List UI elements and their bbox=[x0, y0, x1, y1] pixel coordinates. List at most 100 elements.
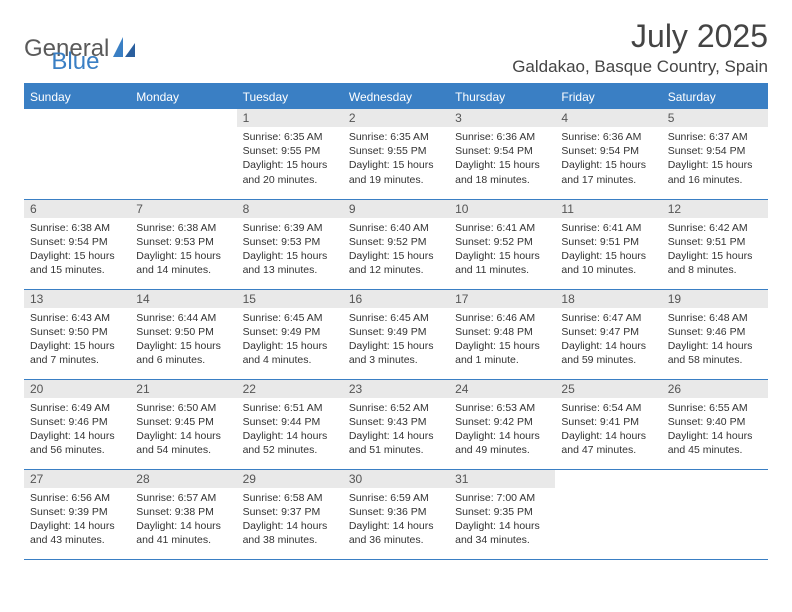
day-content: Sunrise: 6:37 AMSunset: 9:54 PMDaylight:… bbox=[662, 127, 768, 193]
calendar-day-cell: 26Sunrise: 6:55 AMSunset: 9:40 PMDayligh… bbox=[662, 379, 768, 469]
day-number: 25 bbox=[555, 380, 661, 398]
day-number: 31 bbox=[449, 470, 555, 488]
day-content: Sunrise: 6:51 AMSunset: 9:44 PMDaylight:… bbox=[237, 398, 343, 464]
calendar-day-cell: 7Sunrise: 6:38 AMSunset: 9:53 PMDaylight… bbox=[130, 199, 236, 289]
calendar-day-cell: 22Sunrise: 6:51 AMSunset: 9:44 PMDayligh… bbox=[237, 379, 343, 469]
calendar-week-row: 1Sunrise: 6:35 AMSunset: 9:55 PMDaylight… bbox=[24, 109, 768, 199]
day-content: Sunrise: 6:56 AMSunset: 9:39 PMDaylight:… bbox=[24, 488, 130, 554]
day-number: 28 bbox=[130, 470, 236, 488]
calendar-day-cell: 16Sunrise: 6:45 AMSunset: 9:49 PMDayligh… bbox=[343, 289, 449, 379]
sail-icon bbox=[113, 37, 135, 62]
calendar-table: Sunday Monday Tuesday Wednesday Thursday… bbox=[24, 83, 768, 560]
day-content: Sunrise: 6:41 AMSunset: 9:52 PMDaylight:… bbox=[449, 218, 555, 284]
day-content: Sunrise: 6:35 AMSunset: 9:55 PMDaylight:… bbox=[343, 127, 449, 193]
calendar-day-cell: 28Sunrise: 6:57 AMSunset: 9:38 PMDayligh… bbox=[130, 469, 236, 559]
weekday-header: Sunday bbox=[24, 84, 130, 109]
day-content: Sunrise: 6:53 AMSunset: 9:42 PMDaylight:… bbox=[449, 398, 555, 464]
calendar-day-cell: 30Sunrise: 6:59 AMSunset: 9:36 PMDayligh… bbox=[343, 469, 449, 559]
calendar-body: 1Sunrise: 6:35 AMSunset: 9:55 PMDaylight… bbox=[24, 109, 768, 559]
day-number: 21 bbox=[130, 380, 236, 398]
calendar-day-cell: 17Sunrise: 6:46 AMSunset: 9:48 PMDayligh… bbox=[449, 289, 555, 379]
day-content: Sunrise: 6:44 AMSunset: 9:50 PMDaylight:… bbox=[130, 308, 236, 374]
calendar-day-cell: 29Sunrise: 6:58 AMSunset: 9:37 PMDayligh… bbox=[237, 469, 343, 559]
day-number: 12 bbox=[662, 200, 768, 218]
calendar-day-cell: 2Sunrise: 6:35 AMSunset: 9:55 PMDaylight… bbox=[343, 109, 449, 199]
day-content: Sunrise: 6:55 AMSunset: 9:40 PMDaylight:… bbox=[662, 398, 768, 464]
day-number: 19 bbox=[662, 290, 768, 308]
day-number: 5 bbox=[662, 109, 768, 127]
day-number: 4 bbox=[555, 109, 661, 127]
calendar-day-cell: 4Sunrise: 6:36 AMSunset: 9:54 PMDaylight… bbox=[555, 109, 661, 199]
calendar-day-cell: 24Sunrise: 6:53 AMSunset: 9:42 PMDayligh… bbox=[449, 379, 555, 469]
calendar-day-cell bbox=[555, 469, 661, 559]
day-number: 6 bbox=[24, 200, 130, 218]
calendar-day-cell: 12Sunrise: 6:42 AMSunset: 9:51 PMDayligh… bbox=[662, 199, 768, 289]
calendar-day-cell: 14Sunrise: 6:44 AMSunset: 9:50 PMDayligh… bbox=[130, 289, 236, 379]
header: General Blue July 2025 Galdakao, Basque … bbox=[24, 18, 768, 77]
weekday-header-row: Sunday Monday Tuesday Wednesday Thursday… bbox=[24, 84, 768, 109]
calendar-day-cell: 18Sunrise: 6:47 AMSunset: 9:47 PMDayligh… bbox=[555, 289, 661, 379]
day-number: 14 bbox=[130, 290, 236, 308]
calendar-day-cell: 21Sunrise: 6:50 AMSunset: 9:45 PMDayligh… bbox=[130, 379, 236, 469]
day-number: 11 bbox=[555, 200, 661, 218]
day-number: 1 bbox=[237, 109, 343, 127]
day-number: 7 bbox=[130, 200, 236, 218]
day-number: 30 bbox=[343, 470, 449, 488]
day-number: 8 bbox=[237, 200, 343, 218]
day-content: Sunrise: 6:36 AMSunset: 9:54 PMDaylight:… bbox=[555, 127, 661, 193]
day-content: Sunrise: 6:58 AMSunset: 9:37 PMDaylight:… bbox=[237, 488, 343, 554]
title-block: July 2025 Galdakao, Basque Country, Spai… bbox=[512, 18, 768, 77]
day-number: 29 bbox=[237, 470, 343, 488]
day-content: Sunrise: 6:49 AMSunset: 9:46 PMDaylight:… bbox=[24, 398, 130, 464]
day-number: 24 bbox=[449, 380, 555, 398]
calendar-day-cell: 27Sunrise: 6:56 AMSunset: 9:39 PMDayligh… bbox=[24, 469, 130, 559]
calendar-week-row: 27Sunrise: 6:56 AMSunset: 9:39 PMDayligh… bbox=[24, 469, 768, 559]
day-content: Sunrise: 6:52 AMSunset: 9:43 PMDaylight:… bbox=[343, 398, 449, 464]
day-content: Sunrise: 6:54 AMSunset: 9:41 PMDaylight:… bbox=[555, 398, 661, 464]
day-number: 27 bbox=[24, 470, 130, 488]
logo-text-blue: Blue bbox=[51, 48, 99, 76]
calendar-day-cell: 13Sunrise: 6:43 AMSunset: 9:50 PMDayligh… bbox=[24, 289, 130, 379]
day-content: Sunrise: 6:45 AMSunset: 9:49 PMDaylight:… bbox=[237, 308, 343, 374]
day-number: 9 bbox=[343, 200, 449, 218]
day-content: Sunrise: 6:43 AMSunset: 9:50 PMDaylight:… bbox=[24, 308, 130, 374]
day-number: 2 bbox=[343, 109, 449, 127]
weekday-header: Tuesday bbox=[237, 84, 343, 109]
calendar-day-cell bbox=[662, 469, 768, 559]
day-content: Sunrise: 6:50 AMSunset: 9:45 PMDaylight:… bbox=[130, 398, 236, 464]
calendar-day-cell: 10Sunrise: 6:41 AMSunset: 9:52 PMDayligh… bbox=[449, 199, 555, 289]
weekday-header: Saturday bbox=[662, 84, 768, 109]
calendar-day-cell: 20Sunrise: 6:49 AMSunset: 9:46 PMDayligh… bbox=[24, 379, 130, 469]
day-content: Sunrise: 6:59 AMSunset: 9:36 PMDaylight:… bbox=[343, 488, 449, 554]
calendar-day-cell: 9Sunrise: 6:40 AMSunset: 9:52 PMDaylight… bbox=[343, 199, 449, 289]
calendar-week-row: 20Sunrise: 6:49 AMSunset: 9:46 PMDayligh… bbox=[24, 379, 768, 469]
weekday-header: Thursday bbox=[449, 84, 555, 109]
day-number: 15 bbox=[237, 290, 343, 308]
weekday-header: Friday bbox=[555, 84, 661, 109]
day-number: 10 bbox=[449, 200, 555, 218]
calendar-day-cell bbox=[24, 109, 130, 199]
day-number: 3 bbox=[449, 109, 555, 127]
calendar-day-cell: 3Sunrise: 6:36 AMSunset: 9:54 PMDaylight… bbox=[449, 109, 555, 199]
day-content: Sunrise: 6:47 AMSunset: 9:47 PMDaylight:… bbox=[555, 308, 661, 374]
calendar-day-cell: 11Sunrise: 6:41 AMSunset: 9:51 PMDayligh… bbox=[555, 199, 661, 289]
location-text: Galdakao, Basque Country, Spain bbox=[512, 57, 768, 77]
day-content: Sunrise: 7:00 AMSunset: 9:35 PMDaylight:… bbox=[449, 488, 555, 554]
calendar-day-cell: 6Sunrise: 6:38 AMSunset: 9:54 PMDaylight… bbox=[24, 199, 130, 289]
day-content: Sunrise: 6:41 AMSunset: 9:51 PMDaylight:… bbox=[555, 218, 661, 284]
calendar-day-cell: 31Sunrise: 7:00 AMSunset: 9:35 PMDayligh… bbox=[449, 469, 555, 559]
calendar-day-cell: 8Sunrise: 6:39 AMSunset: 9:53 PMDaylight… bbox=[237, 199, 343, 289]
day-content: Sunrise: 6:57 AMSunset: 9:38 PMDaylight:… bbox=[130, 488, 236, 554]
month-title: July 2025 bbox=[512, 18, 768, 55]
day-number: 13 bbox=[24, 290, 130, 308]
day-number: 17 bbox=[449, 290, 555, 308]
day-content: Sunrise: 6:38 AMSunset: 9:54 PMDaylight:… bbox=[24, 218, 130, 284]
calendar-day-cell bbox=[130, 109, 236, 199]
logo: General Blue bbox=[24, 18, 99, 76]
calendar-day-cell: 15Sunrise: 6:45 AMSunset: 9:49 PMDayligh… bbox=[237, 289, 343, 379]
day-content: Sunrise: 6:35 AMSunset: 9:55 PMDaylight:… bbox=[237, 127, 343, 193]
weekday-header: Monday bbox=[130, 84, 236, 109]
calendar-week-row: 6Sunrise: 6:38 AMSunset: 9:54 PMDaylight… bbox=[24, 199, 768, 289]
day-content: Sunrise: 6:45 AMSunset: 9:49 PMDaylight:… bbox=[343, 308, 449, 374]
day-content: Sunrise: 6:42 AMSunset: 9:51 PMDaylight:… bbox=[662, 218, 768, 284]
